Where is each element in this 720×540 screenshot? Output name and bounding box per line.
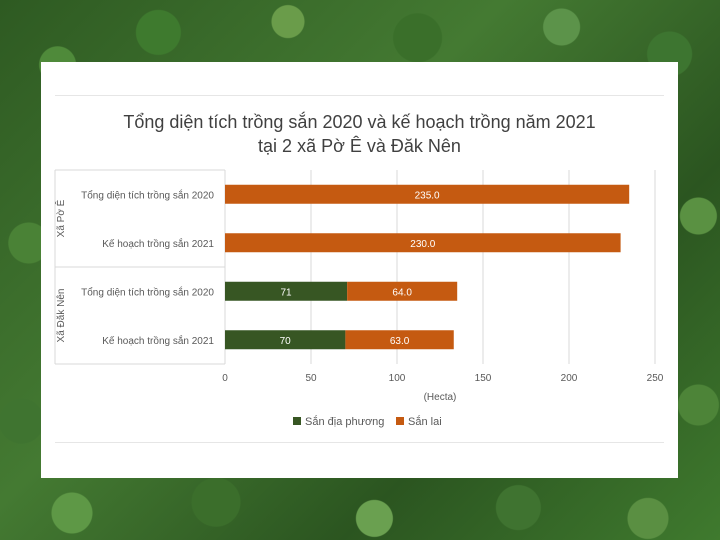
category-label: Kế hoạch trồng sắn 2021 [102, 237, 214, 250]
bar-san-lai [225, 233, 621, 253]
data-label: 70 [280, 336, 292, 347]
bar-san-dia-phuong [225, 281, 348, 301]
chart-title-line-2: tại 2 xã Pờ Ê và Đăk Nên [258, 136, 461, 156]
x-tick-label: 150 [475, 373, 492, 384]
category-label: Tổng diện tích trồng sắn 2020 [81, 188, 214, 201]
chart-title-line-1: Tổng diện tích trồng sắn 2020 và kế hoạc… [123, 112, 596, 132]
data-label: 230.0 [410, 239, 435, 250]
data-label: 63.0 [390, 336, 410, 347]
x-tick-label: 50 [305, 373, 317, 384]
card-bottom-rule [55, 442, 664, 443]
x-tick-label: 200 [561, 373, 578, 384]
bar-san-lai [347, 281, 458, 301]
legend-item-san-lai: Sắn lai [408, 415, 442, 428]
chart-card: Tổng diện tích trồng sắn 2020 và kế hoạc… [41, 62, 678, 478]
legend-swatch [293, 417, 301, 425]
x-tick-label: 0 [222, 373, 228, 384]
bar-chart: 0 50 100 150 200 250 Xã Pờ Ê Xã Đăk Nên Tổng diệ… [54, 169, 664, 428]
bar-san-lai [225, 184, 630, 204]
group-label: Xã Pờ Ê [54, 199, 67, 237]
group-label: Xã Đăk Nên [56, 289, 67, 343]
data-label: 235.0 [415, 190, 440, 201]
data-label: 64.0 [392, 287, 412, 298]
x-tick-label: 100 [389, 373, 406, 384]
legend-swatch [396, 417, 404, 425]
legend-item-san-dia-phuong: Sắn địa phương [305, 415, 384, 428]
bar-san-lai [345, 330, 454, 350]
bar-san-dia-phuong [225, 330, 346, 350]
x-axis-title: (Hecta) [424, 392, 457, 403]
category-label: Kế hoạch trồng sắn 2021 [102, 334, 214, 347]
card-top-rule [55, 95, 664, 96]
data-label: 71 [280, 287, 292, 298]
category-label: Tổng diện tích trồng sắn 2020 [81, 285, 214, 298]
x-tick-label: 250 [647, 373, 664, 384]
